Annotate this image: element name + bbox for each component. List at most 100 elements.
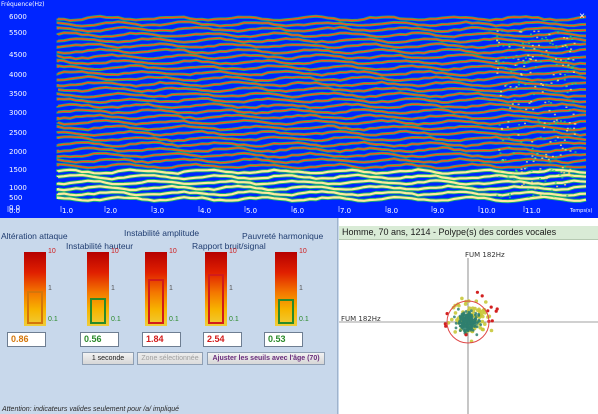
noise-speckle: [525, 57, 527, 59]
f0-point: [476, 320, 480, 324]
harmonic-band: [57, 157, 587, 164]
close-icon[interactable]: ×: [579, 11, 585, 22]
adjust-age-thresholds-button[interactable]: Ajuster les seuils avec l'âge (70): [207, 352, 325, 365]
harmonic-band: [57, 119, 587, 126]
noise-speckle: [539, 136, 542, 138]
gauge-scale-label: 1: [229, 285, 233, 292]
noise-speckle: [551, 59, 554, 62]
noise-speckle: [531, 141, 534, 143]
f0-point: [454, 326, 458, 330]
f0-scatter-plot: [339, 258, 598, 414]
noise-speckle: [555, 58, 557, 60]
spectrogram[interactable]: Fréquence(Hz) Temps(s) × 6000 5500 4500 400…: [0, 0, 598, 218]
noise-speckle: [552, 195, 555, 198]
time-tick-label: 10.0: [480, 207, 496, 215]
noise-speckle: [496, 194, 499, 197]
noise-speckle: [508, 46, 511, 48]
f0-point: [458, 320, 462, 323]
f0-point: [467, 306, 472, 310]
noise-speckle: [505, 84, 508, 86]
f0-point: [484, 300, 488, 304]
noise-speckle: [564, 74, 566, 76]
noise-speckle: [517, 134, 520, 136]
f0-point: [461, 322, 464, 326]
noise-speckle: [569, 127, 572, 130]
harmonic-band: [57, 75, 587, 82]
f0-point: [467, 324, 470, 328]
noise-speckle: [568, 181, 571, 183]
noise-speckle: [525, 172, 528, 174]
noise-speckle: [565, 85, 568, 88]
noise-speckle: [563, 120, 566, 123]
noise-speckle: [515, 86, 518, 88]
harmonic-band: [57, 114, 587, 120]
noise-speckle: [558, 170, 561, 173]
noise-speckle: [550, 82, 553, 84]
noise-speckle: [549, 170, 552, 172]
f0-point: [450, 317, 454, 322]
gauge-scale-label: 1: [299, 285, 303, 292]
noise-speckle: [534, 157, 537, 159]
noise-speckle: [498, 176, 501, 178]
noise-speckle: [566, 91, 569, 94]
noise-speckle: [508, 137, 511, 139]
noise-speckle: [504, 67, 507, 69]
harmonic-poverty-title: Pauvreté harmonique: [242, 231, 324, 241]
noise-speckle: [553, 120, 556, 123]
noise-gauge-marker: [208, 274, 224, 324]
time-tick-label: 6.0: [293, 207, 305, 215]
one-second-button[interactable]: 1 seconde: [82, 352, 134, 365]
f0-point: [466, 328, 470, 332]
noise-speckle: [553, 129, 555, 131]
harmonic-band: [57, 70, 587, 77]
noise-speckle: [547, 100, 550, 103]
noise-speckle: [544, 101, 547, 104]
time-tick-label: 11.0: [525, 207, 541, 215]
noise-speckle: [551, 43, 554, 45]
f0-point: [483, 322, 487, 326]
noise-speckle: [572, 113, 575, 116]
noise-speckle: [563, 36, 566, 39]
frequency-tick-label: 500: [9, 194, 23, 202]
noise-speckle: [539, 178, 541, 180]
noise-speckle: [541, 91, 544, 93]
noise-speckle: [547, 158, 550, 161]
noise-speckle: [518, 124, 521, 126]
gauge-scale-label: 1: [169, 285, 173, 292]
noise-speckle: [554, 139, 557, 142]
f0-point: [457, 303, 461, 308]
noise-speckle: [538, 44, 540, 47]
time-axis-title: Temps(s): [570, 208, 593, 214]
harmonic-band: [57, 108, 587, 115]
harmonic-band: [57, 59, 587, 66]
f0-point: [469, 328, 473, 332]
noise-speckle: [533, 196, 536, 199]
frequency-tick-label: 4500: [9, 51, 27, 59]
noise-speckle: [556, 121, 559, 123]
f0-point: [464, 310, 468, 313]
noise-speckle: [507, 176, 510, 178]
noise-speckle: [530, 100, 533, 103]
noise-speckle: [547, 54, 550, 56]
f0-point: [463, 318, 466, 322]
f0-point: [477, 314, 481, 317]
noise-speckle: [531, 155, 534, 157]
spectrogram-canvas[interactable]: [0, 0, 598, 218]
harmonic-band: [56, 184, 587, 192]
noise-speckle: [520, 29, 523, 31]
voice-indicators-panel: Altération attaque Instabilité hauteur I…: [0, 218, 338, 414]
noise-speckle: [531, 44, 534, 47]
noise-speckle: [569, 88, 572, 91]
noise-speckle: [523, 167, 526, 170]
noise-speckle: [553, 169, 556, 172]
noise-speckle: [502, 61, 505, 63]
harmonic-gauge: [275, 252, 297, 326]
harmonic-band: [56, 195, 587, 203]
noise-speckle: [546, 38, 549, 41]
noise-speckle: [496, 39, 499, 42]
f0-outlier-point: [444, 324, 448, 328]
selected-zone-button[interactable]: Zone sélectionnée: [137, 352, 203, 365]
noise-speckle: [528, 58, 531, 60]
harmonic-band: [57, 163, 587, 170]
noise-speckle: [564, 60, 567, 62]
